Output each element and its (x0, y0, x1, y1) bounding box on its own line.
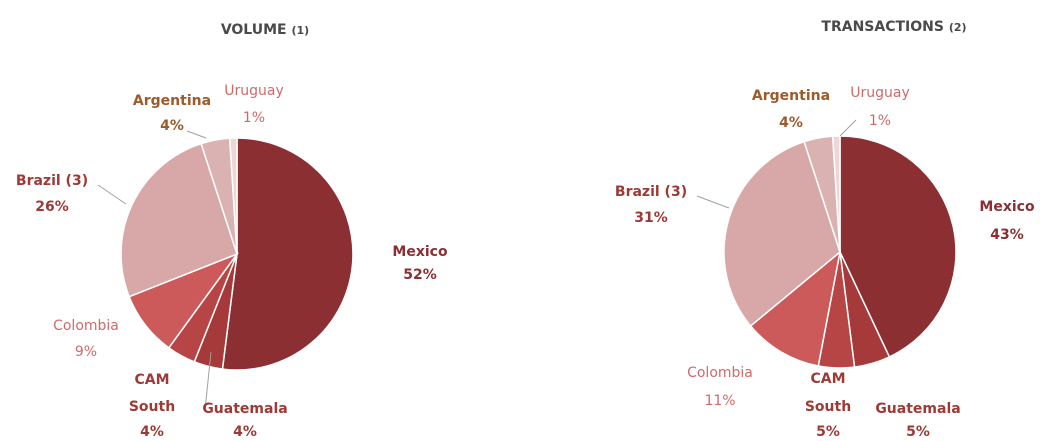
slice-label-brazil-3: Brazil (3) 26% (16, 173, 127, 215)
slice-label-argentina: Argentina 4% (752, 88, 830, 131)
slice-category-label: Uruguay (850, 85, 910, 101)
slice-value-label: 5% (816, 424, 840, 440)
slice-label-colombia: Colombia 9% (53, 318, 119, 360)
leader-line (204, 351, 212, 411)
pie-slice-mexico (839, 135, 957, 358)
slice-value-label: 52% (403, 267, 437, 283)
slice-value-label: 1% (869, 113, 891, 129)
chart-title-text: TRANSACTIONS (821, 19, 948, 35)
pie-chart-volume: VOLUME (1) Mexico 52% Guatemala 4% CAM South 4%… (16, 22, 448, 440)
slice-label-cam-south: CAM South 5% (805, 371, 851, 440)
leader-line (97, 184, 127, 205)
leader-line (696, 195, 730, 209)
slice-category-label: CAM (810, 371, 845, 387)
slice-value-label: 4% (160, 118, 184, 134)
chart-title-text: VOLUME (221, 22, 292, 38)
slice-category-label: Guatemala (202, 401, 287, 417)
slice-value-label: 1% (243, 110, 265, 126)
slice-label-argentina: Argentina 4% (133, 93, 211, 139)
slice-category-label: South (129, 399, 175, 415)
slice-category-label: South (805, 399, 851, 415)
slice-label-guatemala: Guatemala 4% (202, 351, 288, 440)
slice-category-label: Brazil (3) (16, 173, 88, 189)
slice-category-label: Mexico (979, 199, 1035, 215)
slice-label-mexico: Mexico 52% (392, 244, 448, 283)
pie-slice-brazil-3 (723, 140, 841, 327)
slice-value-label: 4% (779, 115, 803, 131)
slice-value-label: 9% (75, 344, 97, 360)
slice-label-uruguay: Uruguay 1% (224, 83, 284, 126)
chart-title: VOLUME (1) (221, 22, 309, 38)
slice-label-colombia: Colombia 11% (687, 365, 753, 409)
chart-title-note: (1) (291, 24, 309, 37)
slice-category-label: Uruguay (224, 83, 284, 99)
slice-label-mexico: Mexico 43% (979, 199, 1035, 243)
slice-label-cam-south: CAM South 4% (129, 372, 175, 440)
slice-value-label: 31% (634, 210, 668, 226)
slice-category-label: Guatemala (875, 401, 960, 417)
pie-slice-colombia (749, 250, 842, 367)
slice-label-guatemala: Guatemala 5% (875, 401, 960, 440)
slice-category-label: Argentina (752, 88, 830, 104)
pie-slice-uruguay (831, 135, 841, 253)
slice-value-label: 4% (233, 424, 257, 440)
slice-category-label: Colombia (53, 318, 119, 334)
slice-value-label: 11% (704, 393, 735, 409)
pie-slice-brazil-3 (120, 142, 238, 298)
pie-slice-uruguay (228, 137, 238, 255)
slice-label-uruguay: Uruguay 1% (839, 85, 910, 137)
slice-value-label: 26% (35, 199, 69, 215)
chart-title-note: (2) (949, 21, 967, 34)
slice-category-label: Brazil (3) (615, 184, 687, 200)
slice-label-brazil-3: Brazil (3) 31% (615, 184, 730, 226)
leader-line (839, 119, 857, 137)
slice-value-label: 43% (990, 227, 1024, 243)
pie-chart-transactions: TRANSACTIONS (2) Mexico 43% Guatemala 5% CAM S… (615, 19, 1035, 440)
slice-category-label: Argentina (133, 93, 211, 109)
slice-value-label: 4% (140, 424, 164, 440)
slice-category-label: Colombia (687, 365, 753, 381)
chart-title: TRANSACTIONS (2) (821, 19, 966, 35)
slice-value-label: 5% (906, 424, 930, 440)
pie-slice-mexico (221, 137, 354, 371)
leader-line (186, 130, 207, 139)
slice-category-label: CAM (134, 372, 169, 388)
slice-category-label: Mexico (392, 244, 448, 260)
